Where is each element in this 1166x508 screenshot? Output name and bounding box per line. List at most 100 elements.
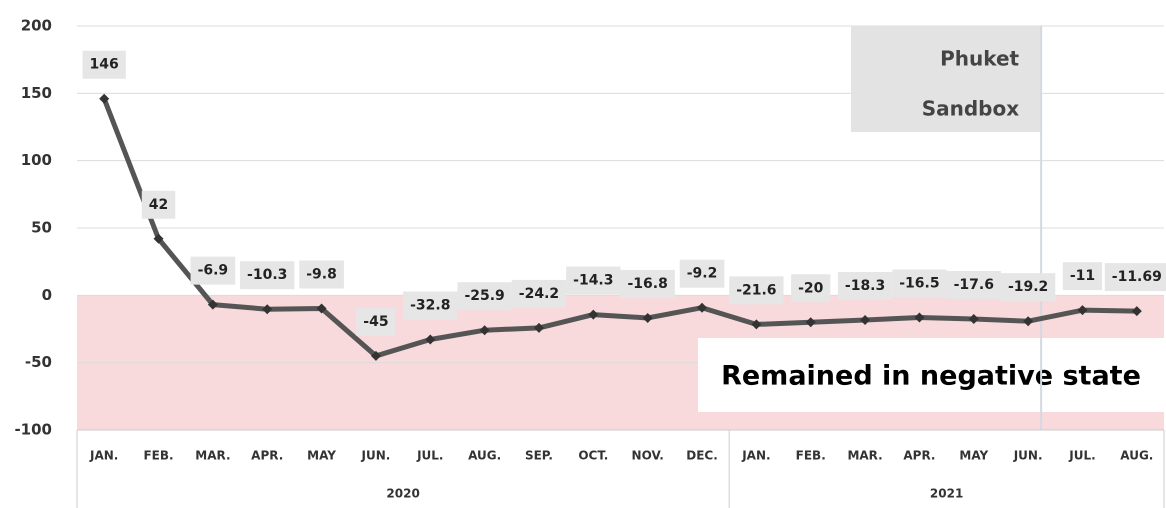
data-label: 146 — [90, 57, 119, 73]
data-label-group: -45 — [356, 307, 396, 336]
data-label-box — [82, 50, 126, 79]
data-label: -18.3 — [845, 278, 885, 294]
data-label-group: -9.2 — [679, 259, 725, 288]
data-label: -16.8 — [627, 276, 667, 292]
data-label-group: -11 — [1062, 262, 1103, 291]
data-label-group: -18.3 — [837, 271, 893, 300]
data-label-box — [1062, 262, 1103, 291]
annotation-text: Sandbox — [922, 97, 1020, 121]
data-label-box — [892, 269, 947, 298]
x-tick-label: JAN. — [89, 449, 118, 463]
data-label-group: -11.69 — [1104, 263, 1166, 292]
x-tick-label: AUG. — [1120, 449, 1153, 463]
data-label: -21.6 — [736, 282, 776, 298]
note-text: Remained in negative state — [721, 361, 1141, 392]
data-label-group: 146 — [82, 50, 126, 79]
x-tick-label: SEP. — [525, 449, 553, 463]
note-box — [698, 338, 1164, 412]
y-tick-label: 0 — [42, 286, 52, 304]
y-tick-label: -50 — [25, 353, 52, 371]
data-label: -32.8 — [410, 298, 450, 314]
marker — [588, 309, 599, 320]
data-label-box — [403, 291, 458, 320]
data-label: -25.9 — [464, 288, 504, 304]
data-label: -9.8 — [306, 267, 337, 283]
data-label-box — [299, 260, 344, 289]
x-tick-label: JUN. — [361, 449, 391, 463]
data-label-box — [679, 259, 725, 288]
data-label-box — [511, 279, 567, 308]
marker — [425, 334, 436, 345]
data-label: -45 — [363, 314, 388, 330]
data-label: -11 — [1070, 268, 1095, 284]
data-label-group: -17.6 — [946, 271, 1001, 300]
group-label: 2021 — [930, 487, 963, 501]
marker — [479, 325, 490, 336]
y-tick-label: -100 — [14, 421, 52, 439]
data-label-group: 42 — [141, 190, 176, 219]
data-label-box — [620, 269, 675, 298]
data-label-group: -25.9 — [457, 282, 512, 311]
marker — [370, 350, 381, 361]
data-label: -20 — [798, 280, 824, 296]
marker — [968, 314, 979, 325]
x-tick-label: MAR. — [195, 449, 230, 463]
marker — [1023, 316, 1034, 327]
x-tick-label: MAY — [307, 449, 336, 463]
marker — [153, 233, 164, 244]
data-label-group: -10.3 — [240, 261, 295, 290]
y-tick-label: 50 — [31, 219, 52, 237]
data-label: 42 — [149, 197, 168, 213]
data-label-group: -24.2 — [511, 279, 567, 308]
data-label-group: -20 — [791, 274, 831, 303]
data-label-group: -32.8 — [403, 291, 458, 320]
data-label-box — [729, 276, 784, 305]
x-tick-label: JUL. — [416, 449, 443, 463]
marker — [860, 314, 871, 325]
data-label-group: -21.6 — [729, 276, 784, 305]
y-tick-label: 100 — [21, 151, 52, 169]
x-tick-label: JUL. — [1068, 449, 1095, 463]
marker — [642, 312, 653, 323]
y-tick-label: 150 — [21, 84, 52, 102]
data-label-box — [1000, 273, 1056, 302]
x-tick-label: JAN. — [741, 449, 770, 463]
data-label-box — [356, 307, 396, 336]
annotation-box — [851, 26, 1042, 132]
line — [101, 97, 1137, 359]
marker — [751, 319, 762, 330]
data-label: -19.2 — [1008, 279, 1048, 295]
data-label-box — [837, 271, 893, 300]
x-tick-label: APR. — [903, 449, 935, 463]
data-label-group: -16.8 — [620, 269, 675, 298]
data-label: -9.2 — [687, 266, 718, 282]
marker — [533, 322, 544, 333]
data-label: -17.6 — [954, 277, 994, 293]
data-label: -6.9 — [198, 263, 229, 279]
x-tick-label: NOV. — [632, 449, 664, 463]
x-tick-label: FEB. — [796, 449, 826, 463]
data-label-box — [190, 256, 236, 285]
data-label-group: -6.9 — [190, 256, 236, 285]
marker — [914, 312, 925, 323]
data-label-group: -19.2 — [1000, 273, 1056, 302]
marker — [805, 317, 816, 328]
data-label-box — [566, 266, 621, 295]
data-label: -24.2 — [519, 286, 559, 302]
x-tick-label: OCT. — [578, 449, 608, 463]
x-tick-label: MAR. — [847, 449, 882, 463]
annotation-text: Phuket — [940, 47, 1019, 71]
x-tick-label: MAY — [959, 449, 988, 463]
marker — [697, 302, 708, 313]
x-tick-label: FEB. — [143, 449, 173, 463]
data-label: -16.5 — [899, 276, 939, 292]
marker — [262, 304, 273, 315]
data-label: -10.3 — [247, 267, 287, 283]
data-label-box — [1104, 263, 1166, 292]
x-tick-label: DEC. — [686, 449, 718, 463]
data-label-box — [240, 261, 295, 290]
data-label-group: -16.5 — [892, 269, 947, 298]
marker — [1077, 305, 1088, 316]
data-label-group: -14.3 — [566, 266, 621, 295]
